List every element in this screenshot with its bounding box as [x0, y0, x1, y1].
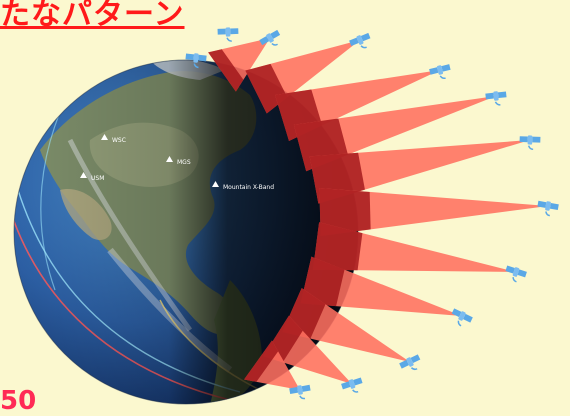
satellite-icon	[484, 89, 509, 107]
beam-5	[319, 188, 548, 236]
ground-station-icon	[101, 134, 108, 140]
map-label-1: MGS	[177, 159, 191, 166]
satellite-icon	[347, 31, 374, 54]
satellite-icon	[518, 134, 542, 151]
ground-station-icon	[212, 181, 219, 187]
ground-station-markers: WSC MGS Mountain X-Band USM	[80, 134, 274, 191]
globe-diagram: WSC MGS Mountain X-Band USM	[13, 26, 560, 405]
page-title: たなパターン	[0, 0, 185, 32]
satellite-icon	[502, 263, 529, 285]
satellite-icon	[216, 26, 240, 43]
ground-station-icon	[166, 156, 173, 162]
ground-station-icon	[80, 172, 87, 178]
beam-overlay-1	[245, 63, 288, 114]
diagram: WSC MGS Mountain X-Band USM たなパターン 50	[0, 0, 560, 414]
corner-number: 50	[0, 386, 37, 416]
beam-0	[208, 38, 270, 92]
beam-group	[208, 38, 548, 390]
beam-overlay-0	[208, 49, 244, 92]
beam-4	[309, 140, 530, 204]
satellite-icon	[397, 352, 425, 376]
beam-6	[312, 222, 516, 272]
beam-overlay-7	[300, 256, 345, 307]
satellite-icon	[535, 198, 560, 218]
map-label-2: Mountain X-Band	[223, 184, 274, 191]
map-label-0: WSC	[112, 137, 126, 144]
beam-overlay-5	[319, 188, 371, 236]
beam-overlay-6	[312, 222, 363, 271]
map-label-3: USM	[91, 175, 104, 182]
satellite-icon	[428, 62, 454, 83]
beam-overlay-10	[244, 340, 279, 382]
satellite-icon	[447, 306, 475, 330]
